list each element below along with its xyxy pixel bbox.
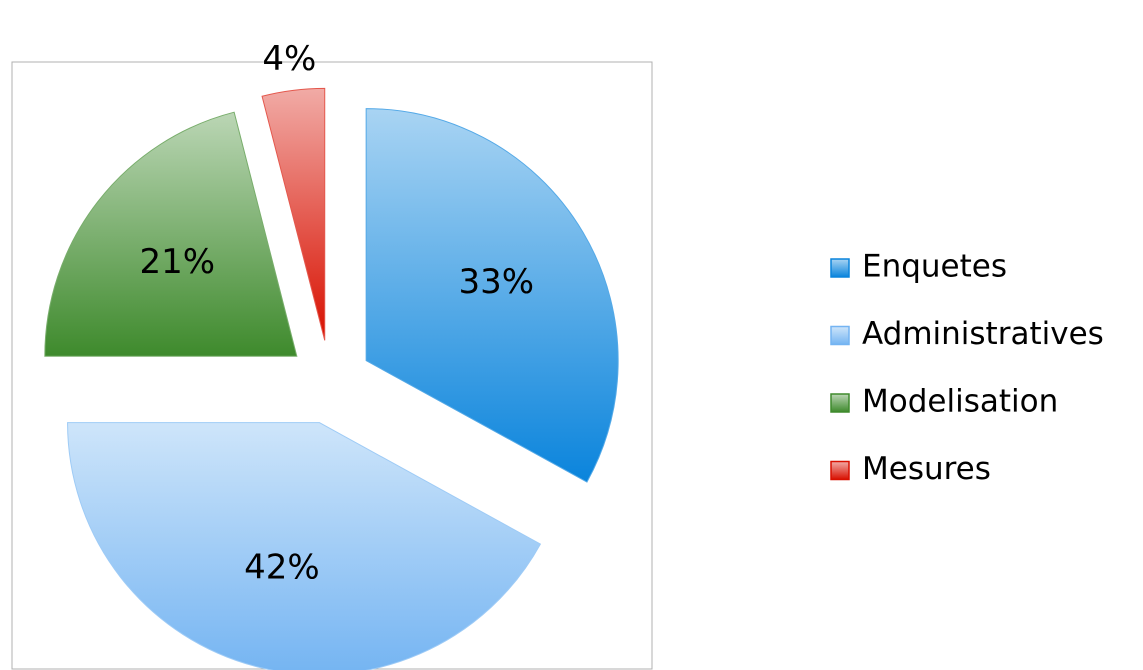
pie-slice bbox=[44, 111, 298, 357]
pie-slice bbox=[365, 108, 619, 483]
legend-label: Administratives bbox=[862, 316, 1104, 352]
pie-slice bbox=[261, 87, 326, 341]
data-label: 42% bbox=[244, 548, 320, 588]
legend-swatch bbox=[830, 393, 850, 413]
data-label: 21% bbox=[140, 242, 216, 282]
legend-label: Mesures bbox=[862, 451, 991, 487]
pie-slice bbox=[67, 422, 542, 670]
data-label: 33% bbox=[459, 262, 535, 302]
legend-label: Enquetes bbox=[862, 249, 1007, 285]
legend-swatch bbox=[830, 325, 850, 346]
data-label: 4% bbox=[262, 39, 316, 79]
legend-label: Modelisation bbox=[862, 384, 1058, 420]
legend-swatch bbox=[830, 258, 850, 278]
legend-swatch bbox=[830, 460, 850, 481]
